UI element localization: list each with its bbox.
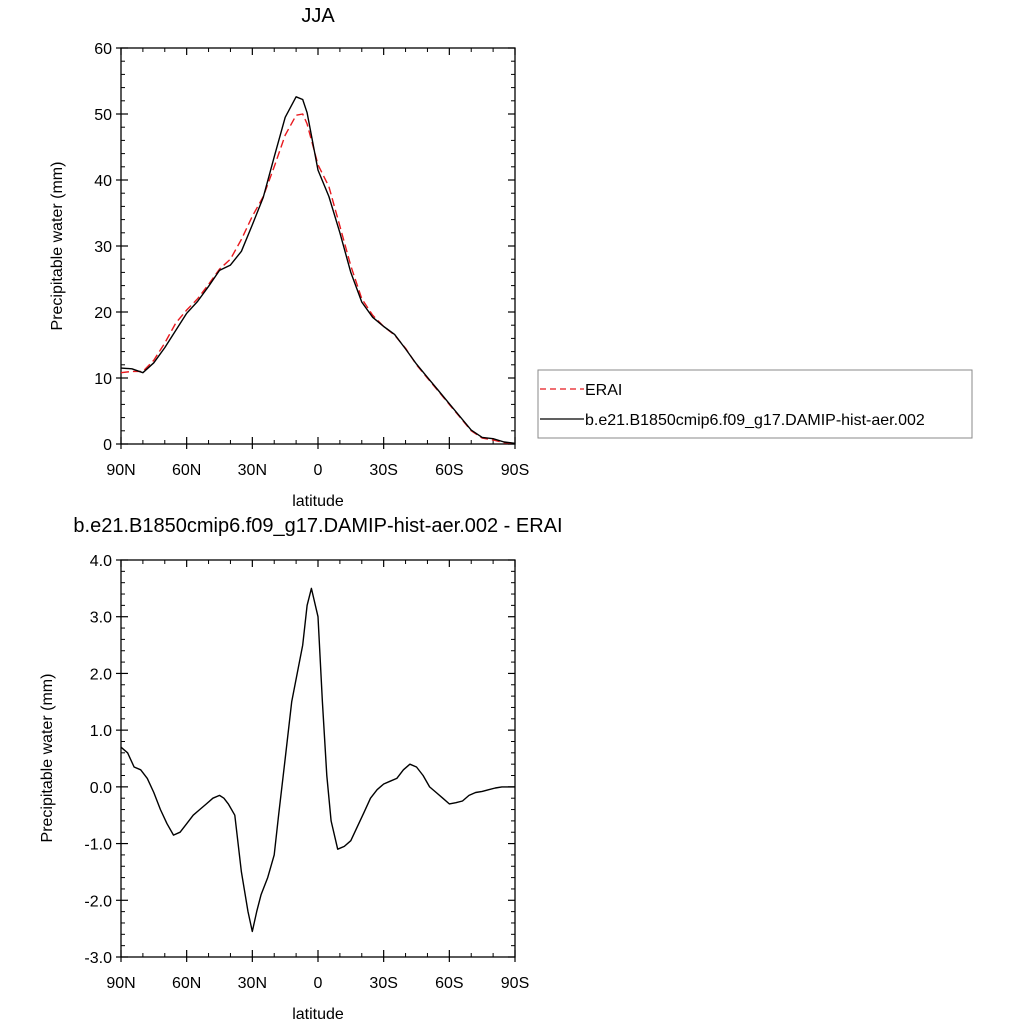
x-tick-label: 60S <box>435 975 463 992</box>
y-tick-label: -2.0 <box>84 893 112 910</box>
legend-label-model: b.e21.B1850cmip6.f09_g17.DAMIP-hist-aer.… <box>585 412 925 429</box>
y-tick-label: 60 <box>94 41 112 58</box>
x-tick-label: 0 <box>314 975 323 992</box>
y-tick-label: 0.0 <box>90 780 112 797</box>
x-tick-label: 90N <box>106 975 135 992</box>
y-tick-label: 3.0 <box>90 610 112 627</box>
x-tick-label: 90S <box>501 462 529 479</box>
y-tick-label: 1.0 <box>90 723 112 740</box>
y-axis-label: Precipitable water (mm) <box>49 162 66 331</box>
y-tick-label: 4.0 <box>90 553 112 570</box>
y-axis-label: Precipitable water (mm) <box>39 674 56 843</box>
x-axis-label: latitude <box>292 1006 344 1023</box>
legend-label-erai: ERAI <box>585 382 622 399</box>
top-panel: JJA 0 10 20 30 40 50 60 90N 60N 30N 0 30S 60S 90S la… <box>49 5 973 510</box>
plot-frame <box>120 47 516 445</box>
y-tick-label: 0 <box>103 437 112 454</box>
x-tick-label: 90S <box>501 975 529 992</box>
series-line-erai <box>120 113 516 444</box>
x-tick-label: 30N <box>238 975 267 992</box>
x-tick-label: 30S <box>369 462 397 479</box>
x-tick-label: 60N <box>172 975 201 992</box>
y-tick-label: -3.0 <box>84 950 112 967</box>
y-tick-label: 40 <box>94 173 112 190</box>
x-axis-ticks: 90N 60N 30N 0 30S 60S 90S <box>106 48 529 479</box>
x-tick-label: 30N <box>238 462 267 479</box>
x-tick-label: 90N <box>106 462 135 479</box>
y-tick-label: 20 <box>94 305 112 322</box>
legend: ERAI b.e21.B1850cmip6.f09_g17.DAMIP-hist… <box>537 369 973 439</box>
series-lines <box>120 96 516 444</box>
y-tick-label: 30 <box>94 239 112 256</box>
bottom-panel: b.e21.B1850cmip6.f09_g17.DAMIP-hist-aer.… <box>39 515 563 1023</box>
x-axis-ticks: 90N 60N 30N 0 30S 60S 90S <box>106 560 529 992</box>
series-lines <box>120 587 515 933</box>
x-tick-label: 60S <box>435 462 463 479</box>
y-tick-label: -1.0 <box>84 837 112 854</box>
x-tick-label: 60N <box>172 462 201 479</box>
series-line-difference <box>120 587 515 933</box>
x-tick-label: 30S <box>369 975 397 992</box>
y-tick-label: 10 <box>94 371 112 388</box>
legend-box <box>537 369 973 439</box>
y-axis-ticks: -3.0 -2.0 -1.0 0.0 1.0 2.0 3.0 4.0 <box>84 553 515 967</box>
y-tick-label: 2.0 <box>90 666 112 683</box>
chart-title: JJA <box>301 5 335 27</box>
series-line-b-e21-b1850cmip6-f09-g17-damip-hist-aer-002 <box>120 96 516 444</box>
y-tick-label: 50 <box>94 107 112 124</box>
x-axis-label: latitude <box>292 493 344 510</box>
x-tick-label: 0 <box>314 462 323 479</box>
y-axis-ticks: 0 10 20 30 40 50 60 <box>94 41 515 454</box>
chart-title: b.e21.B1850cmip6.f09_g17.DAMIP-hist-aer.… <box>73 515 562 537</box>
